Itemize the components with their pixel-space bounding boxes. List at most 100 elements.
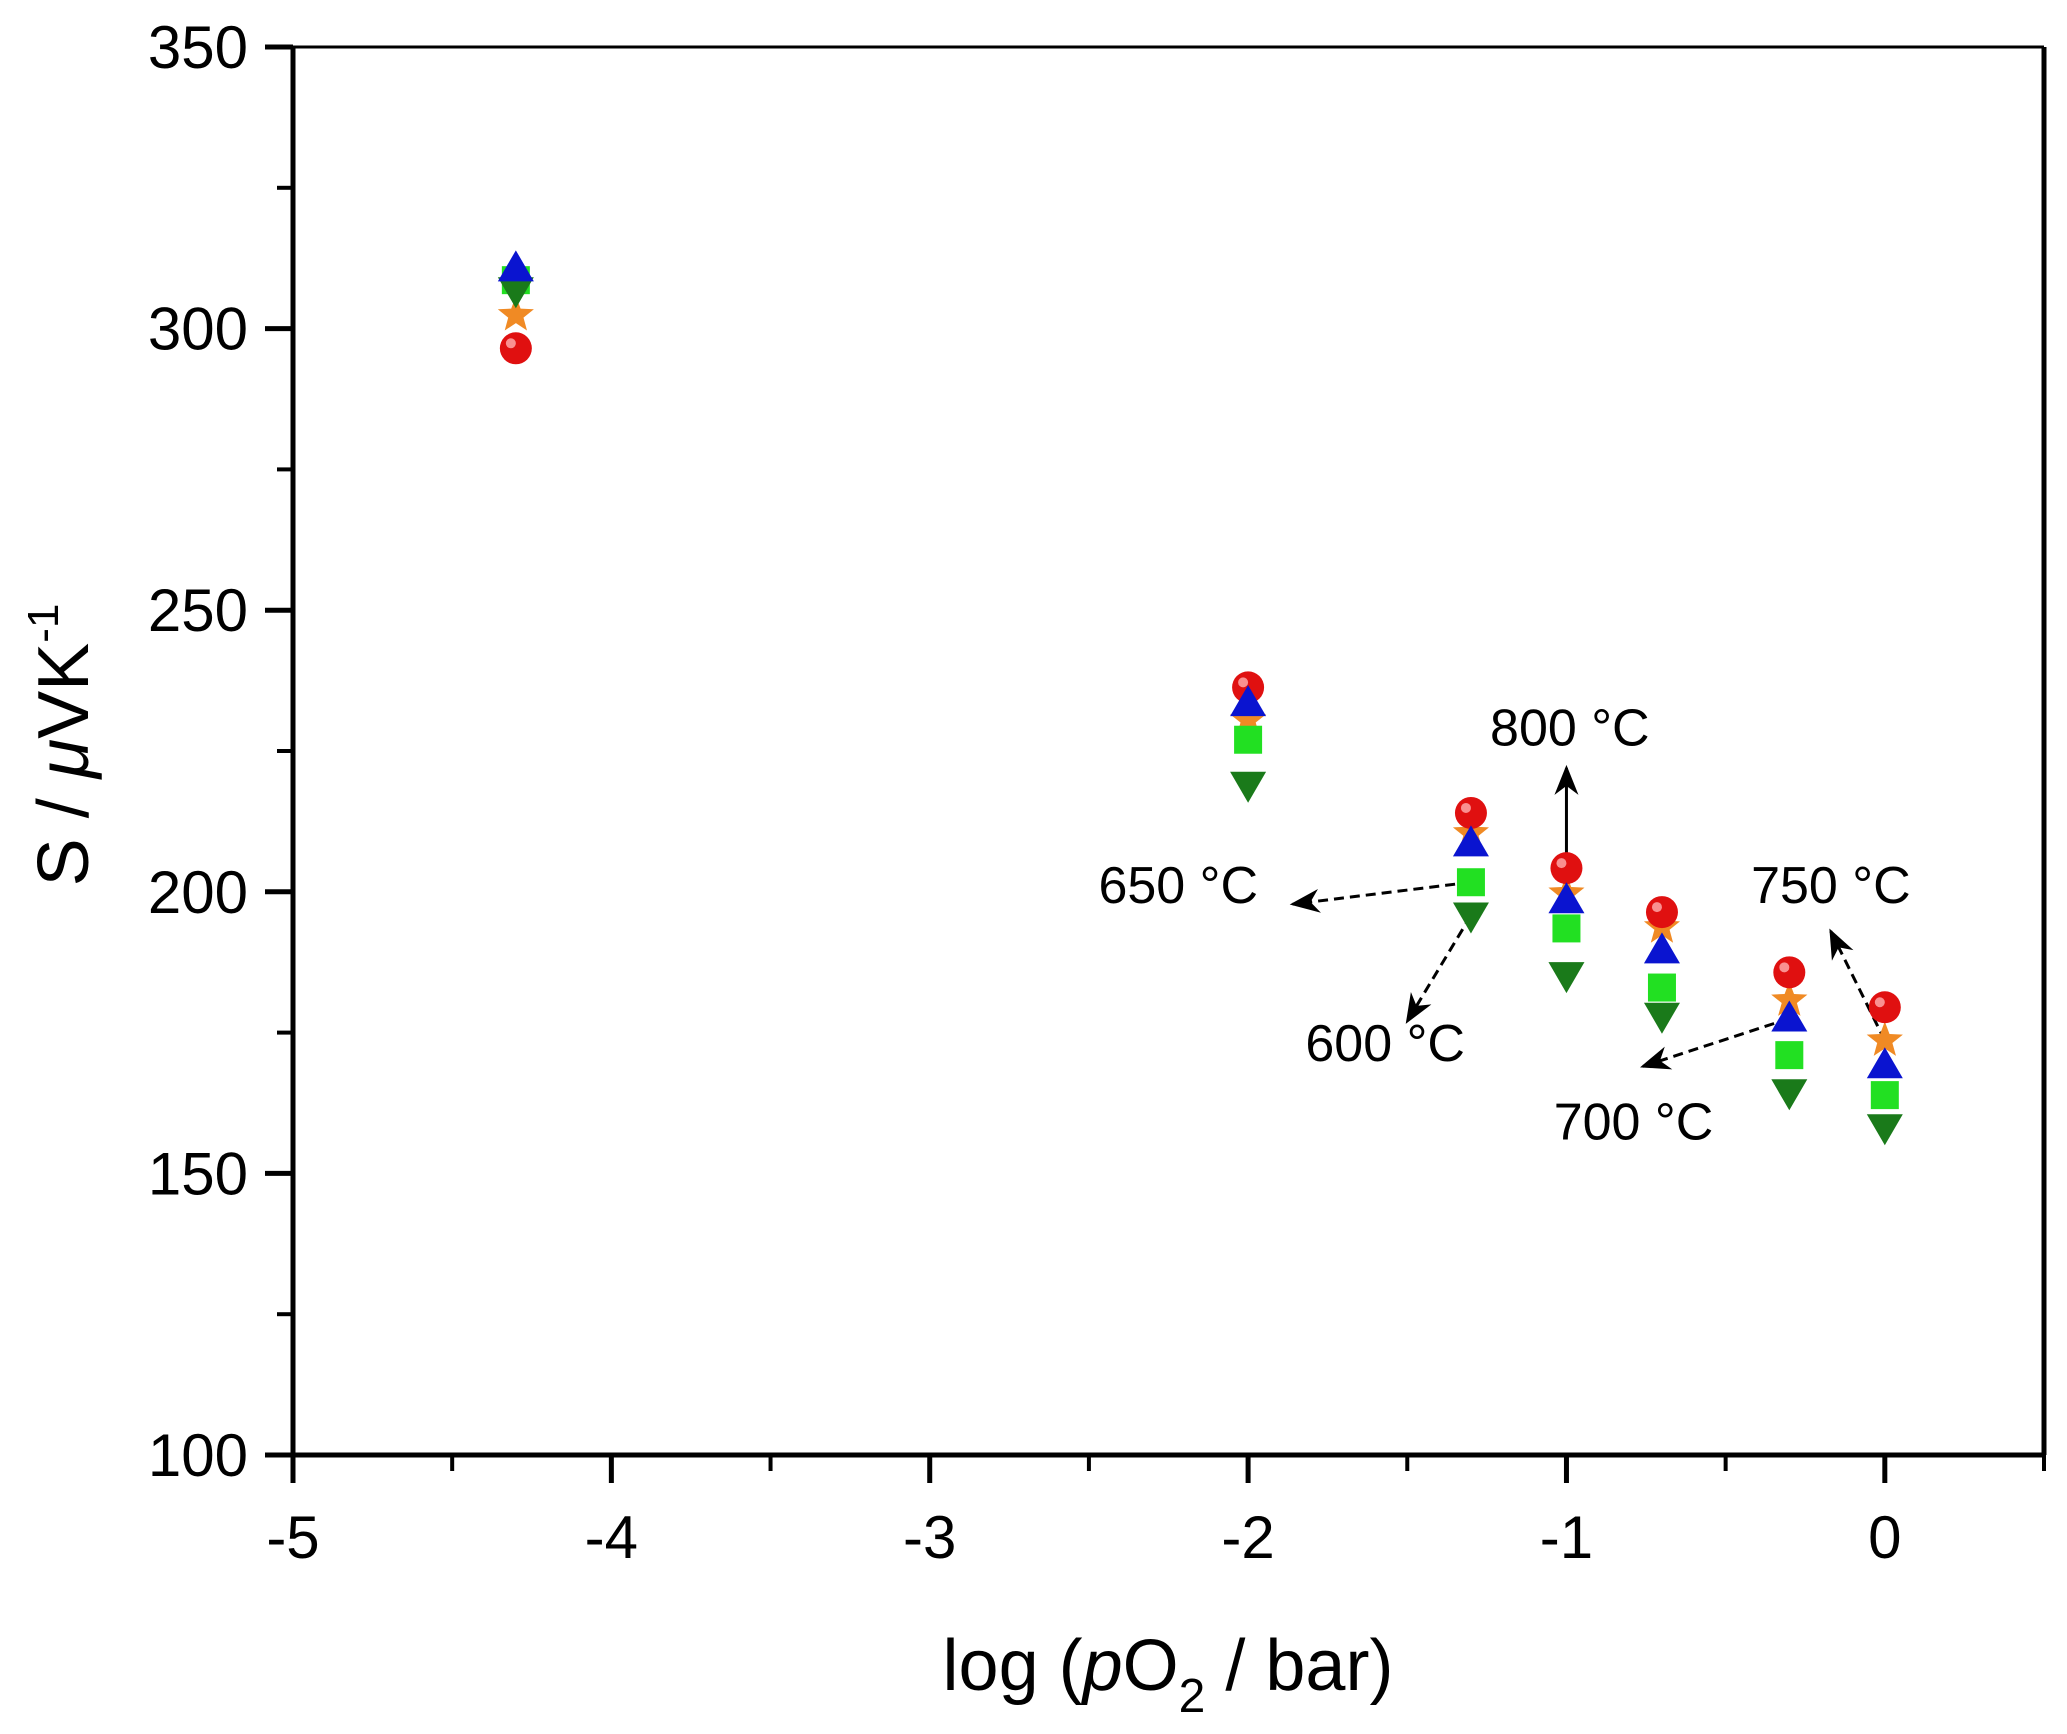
marker-star [497,296,534,331]
data-point [1456,868,1485,897]
y-tick-label: 300 [148,296,248,363]
marker-circle [1773,956,1806,989]
marker-triangle-down [1230,771,1267,803]
data-point [499,332,532,365]
annotation-arrow [1829,928,1887,1042]
marker-star [1230,701,1267,736]
marker-circle [1645,896,1678,929]
marker-circle-highlight [1651,902,1662,913]
x-axis-title: log (pO2 / bar) [943,1626,1394,1723]
x-tick-label: 0 [1868,1504,1901,1571]
data-point [1454,796,1487,829]
data-point [1234,725,1263,754]
data-point [1552,914,1581,943]
ticks: -5 -4 -3 -2 -1 0 100 150 200 250 300 350 [148,14,2046,1571]
series-600C [497,277,1903,1146]
marker-square [1552,914,1581,943]
annotation-label: 750 °C [1751,857,1911,915]
marker-circle-highlight [505,338,516,349]
data-point [1870,1081,1899,1110]
data-point [1866,1047,1903,1079]
x-title-prefix: log ( [943,1626,1083,1706]
data-point [1230,685,1267,717]
data-point [1775,1041,1804,1070]
y-tick-label: 350 [148,14,248,81]
annotation-label: 600 °C [1305,1015,1465,1073]
data-point [1771,981,1808,1016]
y-title-italic: μ [24,739,104,780]
marker-triangle-down [1452,902,1489,934]
x-title-subscript: 2 [1179,1670,1206,1723]
y-title-superscript: -1 [19,604,68,643]
data-point [1647,973,1676,1002]
data-point [1866,1114,1903,1146]
data-point [1771,1000,1808,1032]
marker-circle [1868,991,1901,1024]
data-point [497,296,534,331]
marker-triangle-up [497,250,534,282]
x-tick-label: -2 [1221,1504,1274,1571]
marker-circle-highlight [1238,677,1249,688]
marker-square [1647,973,1676,1002]
annotation-label: 650 °C [1098,857,1258,915]
marker-square [1234,725,1263,754]
marker-triangle-down [497,277,534,309]
marker-triangle-up [1452,825,1489,857]
x-tick-label: -1 [1540,1504,1593,1571]
data-point [1548,962,1585,994]
y-tick-label: 250 [148,577,248,644]
data-points [497,250,1903,1146]
axes [290,45,2047,1458]
annotation-label: 700 °C [1554,1094,1714,1152]
annotation-arrow [1405,914,1473,1024]
series-750C [497,296,1903,1056]
data-point [497,250,534,282]
data-point [1548,882,1585,914]
x-tick-label: -5 [266,1504,319,1571]
data-point [1452,825,1489,857]
marker-circle-highlight [1779,962,1790,973]
data-point [497,277,534,309]
marker-square [1456,868,1485,897]
data-point [1866,1021,1903,1056]
marker-circle-highlight [1556,858,1567,869]
marker-square [1775,1041,1804,1070]
series-650C [501,266,1899,1110]
x-tick-label: -3 [903,1504,956,1571]
x-title-main: O [1123,1626,1179,1706]
marker-triangle-down [1643,1002,1680,1034]
x-title-italic: p [1081,1626,1123,1706]
marker-triangle-down [1548,962,1585,994]
x-title-suffix: / bar) [1205,1626,1393,1706]
y-tick-label: 150 [148,1140,248,1207]
series-700C [497,250,1903,1079]
marker-star [1866,1021,1903,1056]
data-point [1645,896,1678,929]
marker-triangle-up [1643,932,1680,964]
data-point [1550,852,1583,885]
x-tick-label: -4 [585,1504,638,1571]
marker-triangle-down [1771,1079,1808,1111]
data-point [1230,771,1267,803]
y-tick-label: 200 [148,859,248,926]
marker-triangle-up [1771,1000,1808,1032]
data-point [1643,1002,1680,1034]
marker-circle-highlight [1460,802,1471,813]
y-title-main: S / [24,778,104,886]
marker-triangle-down [1866,1114,1903,1146]
marker-square [1870,1081,1899,1110]
y-axis-title: S / μVK-1 [19,604,104,887]
marker-circle-highlight [1874,997,1885,1008]
marker-star [1771,981,1808,1016]
marker-triangle-up [1230,685,1267,717]
data-point [1230,701,1267,736]
marker-triangle-up [1548,882,1585,914]
y-tick-label: 100 [148,1422,248,1489]
marker-circle [499,332,532,365]
annotations: 800 °C 650 °C 600 °C 700 °C 750 °C [1098,699,1910,1151]
annotation-arrow [1289,880,1472,913]
y-title-rest: VK [24,643,104,739]
data-point [1452,902,1489,934]
series-800C [499,332,1901,1024]
